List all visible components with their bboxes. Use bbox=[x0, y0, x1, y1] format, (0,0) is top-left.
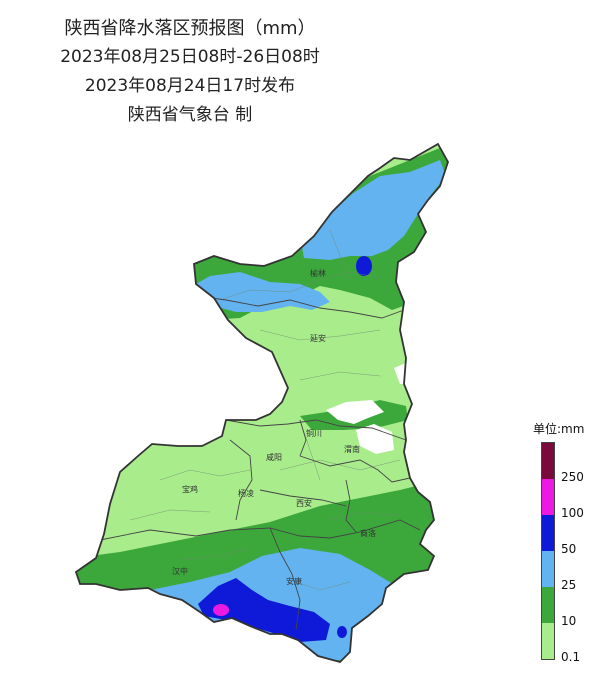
issue-time: 2023年08月24日17时发布 bbox=[84, 76, 296, 96]
zone-rainstorm-spot bbox=[337, 626, 347, 638]
legend-swatch-3 bbox=[542, 551, 554, 587]
city-weinan: 渭南 bbox=[344, 444, 360, 454]
zone-heavy-north bbox=[300, 160, 446, 260]
legend-title: 单位:mm bbox=[533, 422, 585, 436]
zone-rainstorm-south bbox=[198, 578, 330, 642]
city-tongchuan: 铜川 bbox=[306, 428, 322, 438]
city-xianyang: 咸阳 bbox=[266, 452, 282, 462]
forecast-period: 2023年08月25日08时-26日08时 bbox=[60, 47, 320, 67]
legend-label-3: 25 bbox=[561, 578, 577, 592]
city-labels: 榆林 延安 铜川 渭南 咸阳 宝鸡 杨凌 西安 商洛 汉中 安康 bbox=[172, 268, 376, 586]
issuer: 陕西省气象台 制 bbox=[127, 105, 253, 125]
title-block: 陕西省降水落区预报图（mm） 2023年08月25日08时-26日08时 202… bbox=[0, 14, 380, 130]
legend-label-2: 50 bbox=[561, 542, 577, 556]
legend-label-0: 250 bbox=[561, 470, 584, 484]
city-hanzhong: 汉中 bbox=[172, 566, 188, 576]
legend-swatch-0 bbox=[542, 443, 554, 479]
legend-label-4: 10 bbox=[561, 614, 577, 628]
zone-heavy-rainstorm bbox=[213, 604, 229, 616]
city-yanan: 延安 bbox=[310, 333, 326, 343]
zone-no-rain-a bbox=[326, 400, 384, 424]
legend-swatch-1 bbox=[542, 479, 554, 515]
zone-no-rain-b bbox=[356, 424, 394, 454]
zone-moderate-spot-a bbox=[174, 545, 194, 555]
city-shangluo: 商洛 bbox=[360, 528, 376, 538]
city-yulin: 榆林 bbox=[310, 268, 326, 278]
city-yangling: 杨凌 bbox=[238, 488, 254, 498]
legend-swatch-5 bbox=[542, 623, 554, 659]
city-baoji: 宝鸡 bbox=[182, 484, 198, 494]
legend-swatch-4 bbox=[542, 587, 554, 623]
legend-color-bar bbox=[541, 442, 555, 660]
city-ankang: 安康 bbox=[286, 576, 302, 586]
map-title: 陕西省降水落区预报图（mm） bbox=[64, 18, 316, 39]
city-borders bbox=[99, 295, 421, 631]
zone-rainstorm-north bbox=[356, 256, 372, 276]
legend-label-5: 0.1 bbox=[561, 650, 581, 664]
rainfall-zones bbox=[76, 144, 448, 662]
county-borders bbox=[129, 229, 401, 591]
zone-moderate-spot-b bbox=[82, 573, 102, 583]
legend-swatch-2 bbox=[542, 515, 554, 551]
city-xian: 西安 bbox=[296, 498, 312, 508]
legend-label-1: 100 bbox=[561, 506, 584, 520]
